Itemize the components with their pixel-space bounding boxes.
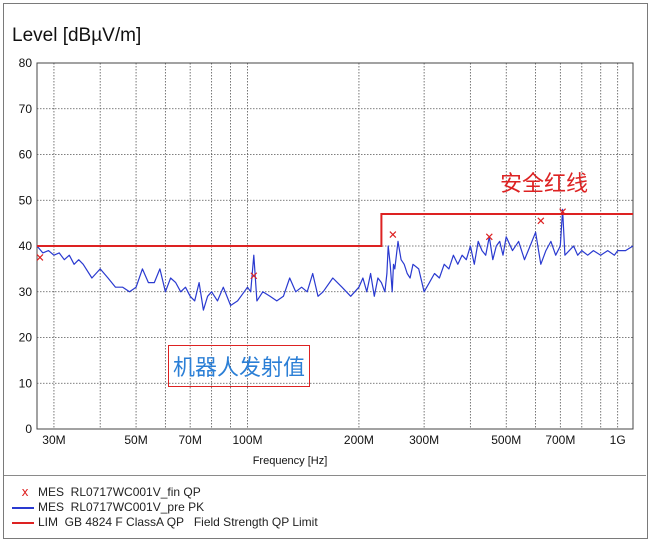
x-tick-label: 200M xyxy=(344,433,374,447)
y-tick-label: 80 xyxy=(19,56,33,70)
chart-frame xyxy=(3,3,648,539)
annotation-safety-red-line: 安全红线 xyxy=(500,172,589,197)
qp-marker-stroke xyxy=(485,233,493,241)
legend-divider xyxy=(4,475,646,476)
y-tick-label: 60 xyxy=(19,148,33,162)
x-tick-label: 50M xyxy=(124,433,147,447)
red-line-swatch-icon xyxy=(12,521,34,524)
qp-marker-stroke xyxy=(559,208,567,216)
y-tick-label: 10 xyxy=(19,376,33,390)
qp-marker xyxy=(537,217,545,225)
x-tick-label: 1G xyxy=(610,433,626,447)
legend-label-fin: MES RL0717WC001V_fin QP xyxy=(38,485,201,499)
y-axis-title: Level [dBµV/m] xyxy=(12,25,142,46)
limit-line xyxy=(37,213,633,247)
x-tick-label: 70M xyxy=(178,433,201,447)
x-tick-label: 500M xyxy=(491,433,521,447)
x-tick-label: 700M xyxy=(545,433,575,447)
qp-marker xyxy=(485,233,493,241)
qp-marker-stroke xyxy=(389,231,397,238)
legend-label-pre: MES RL0717WC001V_pre PK xyxy=(38,500,205,514)
legend-label-lim: LIM GB 4824 F ClassA QP Field Strength Q… xyxy=(38,515,318,529)
blue-line-swatch-icon xyxy=(12,506,34,509)
y-tick-label: 30 xyxy=(19,285,33,299)
qp-marker-stroke xyxy=(36,254,44,261)
legend-item-fin: x MES RL0717WC001V_fin QP xyxy=(12,485,201,499)
legend-item-lim: LIM GB 4824 F ClassA QP Field Strength Q… xyxy=(12,515,318,529)
x-tick-label: 30M xyxy=(42,433,65,447)
y-tick-label: 20 xyxy=(19,331,33,345)
y-tick-label: 50 xyxy=(19,193,33,207)
x-tick-label: 100M xyxy=(232,433,262,447)
annotation-robot-emission: 机器人发射值 xyxy=(168,345,311,387)
y-tick-label: 40 xyxy=(19,239,33,253)
qp-marker xyxy=(389,231,397,238)
y-tick-label: 70 xyxy=(19,102,33,116)
legend-item-pre: MES RL0717WC001V_pre PK xyxy=(12,500,204,514)
x-tick-label: 300M xyxy=(409,433,439,447)
series-pre-pk-line xyxy=(36,208,634,311)
qp-marker-stroke xyxy=(537,217,545,225)
qp-marker xyxy=(250,272,258,280)
x-marker-icon: x xyxy=(21,485,29,499)
qp-marker-stroke xyxy=(250,272,258,280)
x-axis-label: Frequency [Hz] xyxy=(253,455,328,467)
qp-marker xyxy=(36,254,44,261)
y-tick-label: 0 xyxy=(25,422,32,436)
qp-marker xyxy=(559,208,567,216)
